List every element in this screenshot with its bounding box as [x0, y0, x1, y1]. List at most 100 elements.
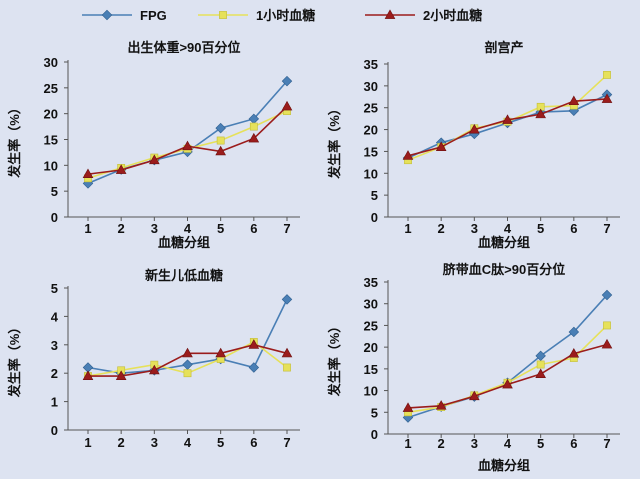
x-tick-label: 1	[404, 221, 411, 236]
y-tick-label: 10	[44, 158, 58, 173]
data-point	[601, 93, 613, 103]
series-line	[407, 324, 608, 414]
data-point	[182, 140, 193, 151]
legend-label: 2小时血糖	[423, 8, 482, 23]
y-tick-label: 5	[51, 281, 58, 296]
chart-title: 出生体重>90百分位	[127, 40, 240, 55]
y-tick-label: 5	[51, 184, 58, 199]
data-point	[215, 347, 226, 358]
y-tick-label: 15	[44, 133, 58, 148]
x-tick-label: 5	[537, 221, 544, 236]
x-tick-label: 7	[603, 436, 610, 451]
y-tick-label: 0	[371, 210, 378, 225]
data-point	[402, 402, 414, 412]
x-tick-label: 7	[603, 221, 610, 236]
data-point	[536, 360, 545, 369]
x-tick-label: 4	[184, 435, 192, 450]
legend-marker-diamond	[101, 9, 113, 21]
y-axis-label: 发生率（%）	[7, 101, 22, 179]
data-point	[402, 150, 414, 160]
x-axis-label: 血糖分组	[158, 235, 210, 250]
x-tick-label: 3	[151, 221, 158, 236]
y-tick-label: 25	[364, 318, 378, 333]
chart-title: 剖宫产	[484, 40, 523, 55]
x-tick-label: 1	[84, 221, 91, 236]
y-tick-label: 30	[364, 297, 378, 312]
x-axis-label: 血糖分组	[478, 458, 530, 473]
series-3	[82, 100, 293, 179]
x-tick-label: 3	[471, 436, 478, 451]
legend-marker-triangle	[384, 9, 396, 19]
data-point	[435, 141, 447, 151]
y-axis-label: 发生率（%）	[7, 321, 22, 399]
x-tick-label: 6	[250, 435, 257, 450]
data-point	[535, 108, 546, 119]
x-tick-label: 5	[217, 435, 224, 450]
x-tick-label: 3	[471, 221, 478, 236]
legend: FPG 1小时血糖 2小时血糖	[82, 8, 482, 23]
series-1	[402, 289, 613, 423]
y-tick-label: 35	[364, 57, 378, 72]
data-point	[601, 289, 613, 301]
x-tick-label: 2	[438, 221, 445, 236]
data-point	[281, 100, 293, 111]
series-3	[82, 339, 293, 380]
data-point	[115, 164, 127, 174]
data-point	[182, 359, 193, 370]
series-1	[82, 294, 293, 379]
data-point	[603, 321, 611, 330]
data-point	[248, 132, 260, 143]
data-point	[115, 370, 127, 380]
data-point	[183, 369, 192, 378]
x-tick-label: 2	[118, 221, 125, 236]
y-tick-label: 0	[51, 210, 58, 225]
data-point	[568, 95, 580, 106]
y-tick-label: 10	[364, 166, 378, 181]
data-point	[601, 338, 613, 349]
x-tick-label: 2	[438, 436, 445, 451]
x-tick-label: 6	[570, 221, 577, 236]
x-tick-label: 5	[217, 221, 224, 236]
y-axis-label: 发生率（%）	[327, 102, 342, 180]
data-point	[535, 368, 546, 378]
x-tick-label: 4	[184, 221, 192, 236]
legend-marker-square	[219, 11, 227, 19]
data-point	[248, 339, 260, 349]
series-2	[404, 321, 611, 417]
data-point	[249, 122, 258, 131]
y-tick-label: 20	[364, 123, 378, 138]
data-point	[281, 294, 293, 305]
y-tick-label: 5	[371, 405, 378, 420]
data-point	[248, 362, 260, 373]
x-tick-label: 1	[84, 435, 91, 450]
x-tick-label: 4	[504, 221, 512, 236]
y-tick-label: 30	[44, 55, 58, 70]
x-tick-label: 1	[404, 436, 411, 451]
data-point	[283, 363, 291, 372]
x-tick-label: 6	[250, 221, 257, 236]
data-point	[182, 347, 193, 358]
y-tick-label: 4	[51, 309, 59, 324]
data-point	[502, 114, 513, 124]
y-tick-label: 15	[364, 144, 378, 159]
series-2	[84, 338, 291, 380]
data-point	[215, 122, 226, 134]
y-axis-label: 发生率（%）	[327, 320, 342, 398]
data-point	[216, 136, 225, 145]
data-point	[149, 154, 160, 165]
data-point	[603, 71, 611, 79]
y-tick-label: 20	[364, 340, 378, 355]
y-tick-label: 5	[371, 188, 378, 203]
chart-title: 新生儿低血糖	[145, 268, 223, 283]
x-axis-label: 血糖分组	[478, 235, 530, 250]
y-tick-label: 35	[364, 275, 378, 290]
data-point	[568, 326, 580, 338]
data-point	[435, 400, 447, 410]
legend-label: FPG	[140, 8, 167, 23]
data-point	[149, 364, 160, 375]
x-tick-label: 7	[283, 221, 290, 236]
x-tick-label: 4	[504, 436, 512, 451]
